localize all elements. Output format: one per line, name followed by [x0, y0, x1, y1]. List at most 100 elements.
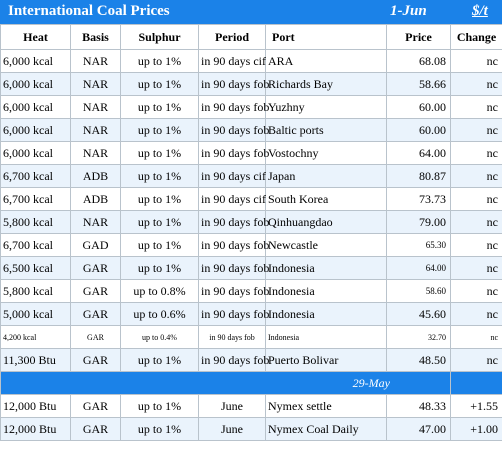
cell-period: in 90 days cif: [198, 49, 266, 73]
cell-sulphur: up to 1%: [120, 49, 199, 73]
cell-change: nc: [450, 279, 502, 303]
cell-basis: ADB: [70, 187, 121, 211]
cell-sulphur: up to 1%: [120, 118, 199, 142]
divider-blank: [450, 371, 502, 395]
table-row: 6,000 kcal NAR up to 1% in 90 days fob Balti…: [0, 118, 502, 142]
cell-heat: 6,000 kcal: [0, 118, 71, 142]
table-row: 5,800 kcal GAR up to 0.8% in 90 days fob Ind…: [0, 279, 502, 303]
cell-heat: 11,300 Btu: [0, 348, 71, 372]
table-row: 11,300 Btu GAR up to 1% in 90 days fob Puert…: [0, 348, 502, 372]
cell-change: nc: [450, 302, 502, 326]
table-row: 6,000 kcal NAR up to 1% in 90 days fob Richa…: [0, 72, 502, 96]
cell-price: 47.00: [386, 417, 451, 441]
col-sulphur: Sulphur: [120, 24, 199, 50]
prices-table: Heat Basis Sulphur Period Port Price Cha…: [0, 24, 502, 441]
cell-heat: 6,000 kcal: [0, 141, 71, 165]
cell-port: Indonesia: [265, 279, 387, 303]
header-date: 1-Jun: [390, 3, 427, 19]
cell-basis: NAR: [70, 95, 121, 119]
cell-port: ARA: [265, 49, 387, 73]
cell-heat: 6,000 kcal: [0, 72, 71, 96]
table-row: 6,500 kcal GAR up to 1% in 90 days fob Indon…: [0, 256, 502, 280]
cell-basis: GAR: [70, 279, 121, 303]
cell-port: Qinhuangdao: [265, 210, 387, 234]
divider-date: 29-May: [0, 371, 451, 395]
cell-heat: 5,800 kcal: [0, 210, 71, 234]
cell-period: in 90 days fob: [198, 210, 269, 234]
table-row: 6,000 kcal NAR up to 1% in 90 days fob Vosto…: [0, 141, 502, 165]
cell-price: 48.33: [386, 394, 451, 418]
cell-basis: GAR: [70, 417, 121, 441]
table-row: 6,000 kcal NAR up to 1% in 90 days fob Yuzhn…: [0, 95, 502, 119]
table-row: 6,700 kcal ADB up to 1% in 90 days cif Japan…: [0, 164, 502, 188]
cell-price: 58.60: [386, 279, 451, 303]
divider-row: 29-May: [0, 371, 502, 395]
cell-basis: GAR: [70, 325, 121, 349]
table-header-row: Heat Basis Sulphur Period Port Price Cha…: [0, 24, 502, 50]
cell-port: Indonesia: [265, 256, 387, 280]
table-row: 12,000 Btu GAR up to 1% June Nymex Coal Dail…: [0, 417, 502, 441]
cell-sulphur: up to 1%: [120, 417, 199, 441]
cell-heat: 6,700 kcal: [0, 233, 71, 257]
cell-heat: 6,500 kcal: [0, 256, 71, 280]
table-row: 5,000 kcal GAR up to 0.6% in 90 days fob Ind…: [0, 302, 502, 326]
cell-basis: NAR: [70, 141, 121, 165]
cell-period: in 90 days fob: [198, 302, 269, 326]
cell-basis: ADB: [70, 164, 121, 188]
cell-port: Yuzhny: [265, 95, 387, 119]
cell-period: in 90 days cif: [198, 187, 266, 211]
cell-period: in 90 days fob: [198, 325, 266, 349]
cell-period: in 90 days fob: [198, 279, 269, 303]
cell-period: in 90 days fob: [198, 118, 269, 142]
table-row: 4,200 kcal GAR up to 0.4% in 90 days fob Ind…: [0, 325, 502, 349]
cell-price: 73.73: [386, 187, 451, 211]
cell-basis: NAR: [70, 210, 121, 234]
cell-change: nc: [450, 210, 502, 234]
cell-change: nc: [450, 348, 502, 372]
table-row: 12,000 Btu GAR up to 1% June Nymex settle 48.…: [0, 394, 502, 418]
cell-period: in 90 days fob: [198, 141, 269, 165]
cell-port: Vostochny: [265, 141, 387, 165]
col-basis: Basis: [70, 24, 121, 50]
cell-port: South Korea: [265, 187, 387, 211]
cell-period: June: [198, 394, 266, 418]
cell-sulphur: up to 1%: [120, 95, 199, 119]
cell-heat: 5,800 kcal: [0, 279, 71, 303]
header-unit: $/t: [472, 3, 488, 19]
cell-price: 60.00: [386, 118, 451, 142]
cell-heat: 12,000 Btu: [0, 394, 71, 418]
cell-basis: NAR: [70, 118, 121, 142]
cell-change: nc: [450, 118, 502, 142]
cell-heat: 12,000 Btu: [0, 417, 71, 441]
table-row: 6,700 kcal GAD up to 1% in 90 days fob Newca…: [0, 233, 502, 257]
cell-heat: 6,000 kcal: [0, 49, 71, 73]
cell-sulphur: up to 1%: [120, 256, 199, 280]
cell-price: 65.30: [386, 233, 451, 257]
cell-change: +1.55: [450, 394, 502, 418]
table-row: 5,800 kcal NAR up to 1% in 90 days fob Qinhu…: [0, 210, 502, 234]
cell-change: +1.00: [450, 417, 502, 441]
cell-change: nc: [450, 141, 502, 165]
cell-heat: 6,700 kcal: [0, 164, 71, 188]
cell-price: 79.00: [386, 210, 451, 234]
table-row: 6,000 kcal NAR up to 1% in 90 days cif ARA 68…: [0, 49, 502, 73]
cell-change: nc: [450, 233, 502, 257]
cell-port: Puerto Bolivar: [265, 348, 387, 372]
col-port: Port: [265, 24, 387, 50]
cell-period: in 90 days fob: [198, 256, 269, 280]
cell-price: 58.66: [386, 72, 451, 96]
cell-sulphur: up to 1%: [120, 394, 199, 418]
col-change: Change: [450, 24, 502, 50]
cell-port: Japan: [265, 164, 387, 188]
cell-port: Indonesia: [265, 302, 387, 326]
cell-period: in 90 days cif: [198, 164, 266, 188]
cell-port: Baltic ports: [265, 118, 387, 142]
cell-sulphur: up to 0.6%: [120, 302, 199, 326]
cell-sulphur: up to 1%: [120, 210, 199, 234]
cell-price: 80.87: [386, 164, 451, 188]
cell-basis: NAR: [70, 72, 121, 96]
cell-heat: 6,700 kcal: [0, 187, 71, 211]
cell-sulphur: up to 1%: [120, 187, 199, 211]
cell-sulphur: up to 1%: [120, 164, 199, 188]
